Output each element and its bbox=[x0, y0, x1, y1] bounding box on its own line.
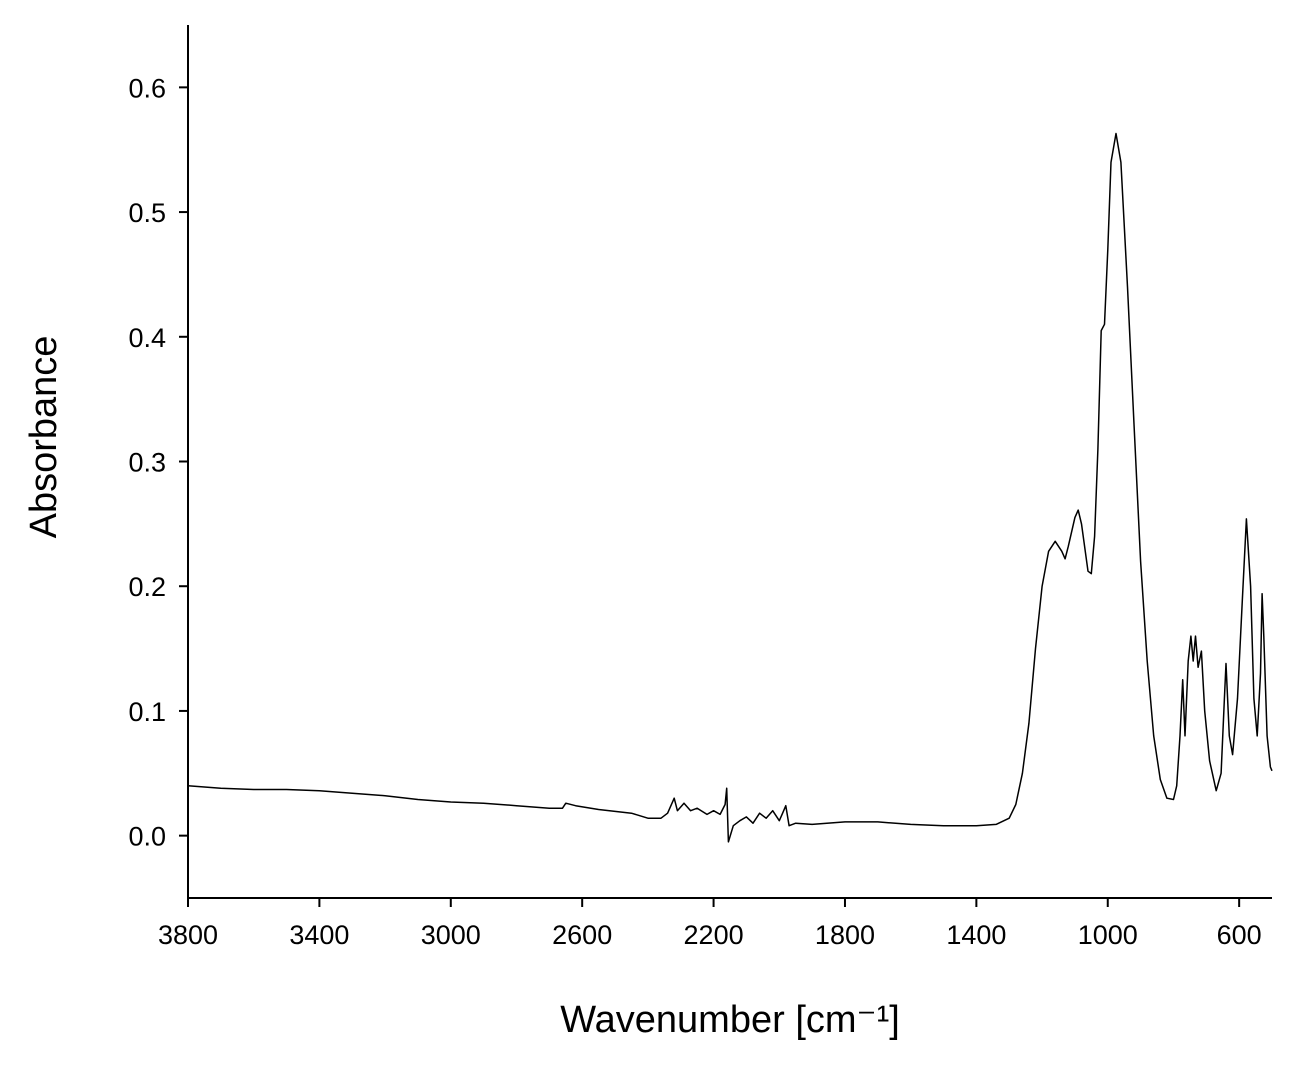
spectrum-line bbox=[187, 132, 1273, 843]
y-tick-label: 0.6 bbox=[128, 73, 166, 103]
x-tick-label: 3400 bbox=[289, 920, 349, 950]
x-tick-label: 3000 bbox=[421, 920, 481, 950]
y-axis-label: Absorbance bbox=[23, 336, 65, 539]
x-tick-label: 2600 bbox=[552, 920, 612, 950]
x-tick-label: 2200 bbox=[684, 920, 744, 950]
x-axis-label: Wavenumber [cm⁻¹] bbox=[560, 999, 900, 1041]
y-tick-label: 0.2 bbox=[128, 572, 166, 602]
y-tick-label: 0.5 bbox=[128, 198, 166, 228]
x-tick-label: 1800 bbox=[815, 920, 875, 950]
y-tick-label: 0.4 bbox=[128, 323, 166, 353]
y-tick-label: 0.3 bbox=[128, 448, 166, 478]
y-tick-label: 0.1 bbox=[128, 697, 166, 727]
x-tick-label: 1000 bbox=[1078, 920, 1138, 950]
x-tick-label: 1400 bbox=[946, 920, 1006, 950]
y-tick-label: 0.0 bbox=[128, 822, 166, 852]
x-tick-label: 3800 bbox=[158, 920, 218, 950]
x-tick-label: 600 bbox=[1217, 920, 1262, 950]
